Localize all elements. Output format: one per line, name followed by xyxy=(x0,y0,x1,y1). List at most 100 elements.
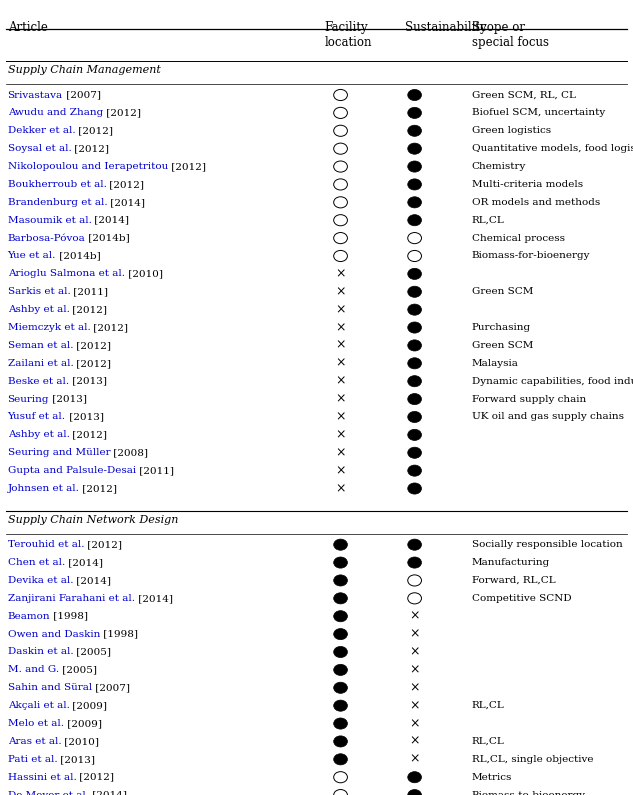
Text: [2011]: [2011] xyxy=(70,287,108,297)
Text: [1998]: [1998] xyxy=(100,630,138,638)
Text: Green SCM: Green SCM xyxy=(472,341,533,350)
Text: Seuring and Müller: Seuring and Müller xyxy=(8,448,110,457)
Ellipse shape xyxy=(334,557,348,568)
Text: UK oil and gas supply chains: UK oil and gas supply chains xyxy=(472,413,624,421)
Text: Purchasing: Purchasing xyxy=(472,323,530,332)
Ellipse shape xyxy=(408,411,422,422)
Text: [2014]: [2014] xyxy=(92,215,130,225)
Text: Melo et al.: Melo et al. xyxy=(8,719,63,728)
Ellipse shape xyxy=(408,161,422,173)
Text: Scope or
special focus: Scope or special focus xyxy=(472,21,549,49)
Text: ×: × xyxy=(410,681,420,694)
Ellipse shape xyxy=(408,322,422,333)
Text: Dekker et al.: Dekker et al. xyxy=(8,126,75,135)
Ellipse shape xyxy=(408,483,422,494)
Text: [2013]: [2013] xyxy=(69,377,107,386)
Text: [2008]: [2008] xyxy=(110,448,148,457)
Text: Supply Chain Network Design: Supply Chain Network Design xyxy=(8,515,178,525)
Text: Article: Article xyxy=(8,21,47,34)
Text: [2013]: [2013] xyxy=(57,754,95,764)
Text: Facility
location: Facility location xyxy=(325,21,372,49)
Text: Terouhid et al.: Terouhid et al. xyxy=(8,540,84,549)
Text: Devika et al.: Devika et al. xyxy=(8,576,73,585)
Ellipse shape xyxy=(408,465,422,476)
Text: Green logistics: Green logistics xyxy=(472,126,551,135)
Text: Yusuf et al.: Yusuf et al. xyxy=(8,413,66,421)
Text: ×: × xyxy=(335,464,346,477)
Text: Sarkis et al.: Sarkis et al. xyxy=(8,287,70,297)
Text: [2005]: [2005] xyxy=(59,665,97,674)
Text: [2014b]: [2014b] xyxy=(56,251,101,261)
Text: [2009]: [2009] xyxy=(70,701,108,710)
Text: [2010]: [2010] xyxy=(61,737,99,746)
Ellipse shape xyxy=(408,789,422,795)
Ellipse shape xyxy=(334,736,348,747)
Text: ×: × xyxy=(335,357,346,370)
Text: Miemczyk et al.: Miemczyk et al. xyxy=(8,323,91,332)
Text: Biofuel SCM, uncertainty: Biofuel SCM, uncertainty xyxy=(472,108,605,118)
Ellipse shape xyxy=(334,539,348,550)
Ellipse shape xyxy=(408,557,422,568)
Text: [2012]: [2012] xyxy=(72,144,110,153)
Text: Aras et al.: Aras et al. xyxy=(8,737,61,746)
Text: [2014]: [2014] xyxy=(89,790,127,795)
Text: ×: × xyxy=(410,753,420,766)
Text: [2012]: [2012] xyxy=(168,162,206,171)
Text: Biomass-to-bioenergy: Biomass-to-bioenergy xyxy=(472,790,586,795)
Text: Chemistry: Chemistry xyxy=(472,162,526,171)
Text: ×: × xyxy=(335,393,346,405)
Text: Multi-criteria models: Multi-criteria models xyxy=(472,180,583,189)
Ellipse shape xyxy=(408,196,422,207)
Text: Brandenburg et al.: Brandenburg et al. xyxy=(8,198,107,207)
Text: Akçali et al.: Akçali et al. xyxy=(8,701,70,710)
Text: Zailani et al.: Zailani et al. xyxy=(8,359,73,368)
Text: RL,CL: RL,CL xyxy=(472,215,505,225)
Text: Malaysia: Malaysia xyxy=(472,359,518,368)
Text: Soysal et al.: Soysal et al. xyxy=(8,144,72,153)
Text: [2012]: [2012] xyxy=(106,180,144,189)
Text: Hassini et al.: Hassini et al. xyxy=(8,773,77,781)
Text: Chen et al.: Chen et al. xyxy=(8,558,65,567)
Text: ×: × xyxy=(335,446,346,460)
Ellipse shape xyxy=(408,539,422,550)
Text: Beske et al.: Beske et al. xyxy=(8,377,69,386)
Text: Forward supply chain: Forward supply chain xyxy=(472,394,586,404)
Text: ×: × xyxy=(335,267,346,281)
Text: [2013]: [2013] xyxy=(49,394,87,404)
Text: [2009]: [2009] xyxy=(63,719,101,728)
Ellipse shape xyxy=(334,593,348,604)
Text: ×: × xyxy=(335,303,346,316)
Text: [2014]: [2014] xyxy=(135,594,173,603)
Text: Green SCM: Green SCM xyxy=(472,287,533,297)
Ellipse shape xyxy=(408,304,422,315)
Ellipse shape xyxy=(408,107,422,118)
Text: Socially responsible location: Socially responsible location xyxy=(472,540,622,549)
Text: Ashby et al.: Ashby et al. xyxy=(8,305,70,314)
Text: [2007]: [2007] xyxy=(63,91,101,99)
Text: Daskin et al.: Daskin et al. xyxy=(8,647,73,657)
Ellipse shape xyxy=(334,754,348,765)
Text: [2012]: [2012] xyxy=(73,341,111,350)
Text: ×: × xyxy=(335,339,346,352)
Ellipse shape xyxy=(408,143,422,154)
Text: Johnsen et al.: Johnsen et al. xyxy=(8,484,80,493)
Ellipse shape xyxy=(408,286,422,297)
Text: Supply Chain Management: Supply Chain Management xyxy=(8,65,161,76)
Text: Sahin and Süral: Sahin and Süral xyxy=(8,683,92,692)
Ellipse shape xyxy=(408,215,422,226)
Text: [2012]: [2012] xyxy=(70,430,108,440)
Ellipse shape xyxy=(334,718,348,729)
Text: Boukherroub et al.: Boukherroub et al. xyxy=(8,180,106,189)
Ellipse shape xyxy=(408,90,422,101)
Text: [2010]: [2010] xyxy=(125,270,163,278)
Ellipse shape xyxy=(334,682,348,693)
Ellipse shape xyxy=(408,394,422,405)
Text: [1998]: [1998] xyxy=(50,611,88,621)
Text: [2014]: [2014] xyxy=(107,198,145,207)
Ellipse shape xyxy=(408,268,422,279)
Text: [2013]: [2013] xyxy=(66,413,104,421)
Text: Dynamic capabilities, food industry: Dynamic capabilities, food industry xyxy=(472,377,633,386)
Text: Masoumik et al.: Masoumik et al. xyxy=(8,215,92,225)
Text: ×: × xyxy=(335,410,346,424)
Text: [2012]: [2012] xyxy=(80,484,118,493)
